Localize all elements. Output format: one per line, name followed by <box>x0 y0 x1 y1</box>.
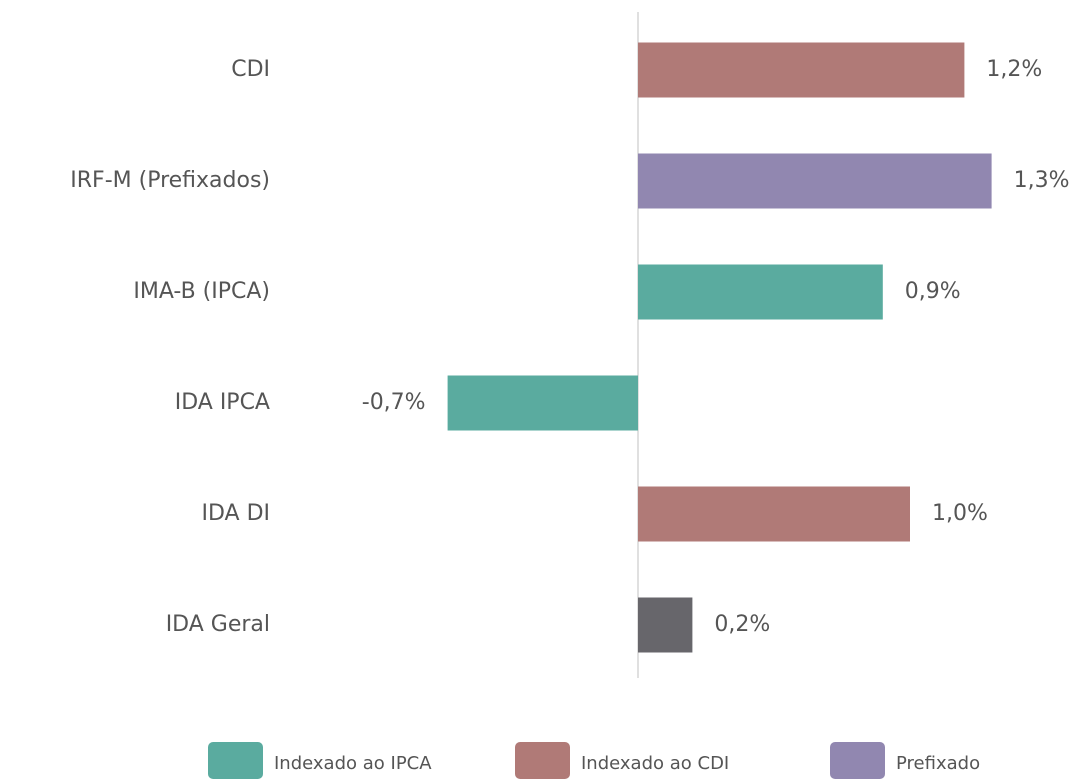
bar <box>638 153 992 209</box>
value-label: 0,2% <box>714 612 770 637</box>
bar <box>638 264 883 320</box>
bar <box>638 486 910 542</box>
value-label: 0,9% <box>905 279 961 304</box>
category-label: IMA-B (IPCA) <box>133 279 270 304</box>
value-label: -0,7% <box>362 390 426 415</box>
bar <box>638 597 693 653</box>
legend-swatch <box>830 742 885 779</box>
legend-swatch <box>515 742 570 779</box>
legend-swatch <box>208 742 263 779</box>
value-label: 1,0% <box>932 501 988 526</box>
legend-label: Prefixado <box>896 753 980 774</box>
bar <box>638 42 965 98</box>
category-label: CDI <box>231 57 270 82</box>
legend-label: Indexado ao IPCA <box>274 753 432 774</box>
category-label: IDA Geral <box>166 612 270 637</box>
category-label: IDA DI <box>201 501 270 526</box>
bar <box>447 375 638 431</box>
category-label: IDA IPCA <box>175 390 270 415</box>
value-label: 1,2% <box>986 57 1042 82</box>
value-label: 1,3% <box>1014 168 1070 193</box>
legend-label: Indexado ao CDI <box>581 753 729 774</box>
category-label: IRF-M (Prefixados) <box>70 168 270 193</box>
